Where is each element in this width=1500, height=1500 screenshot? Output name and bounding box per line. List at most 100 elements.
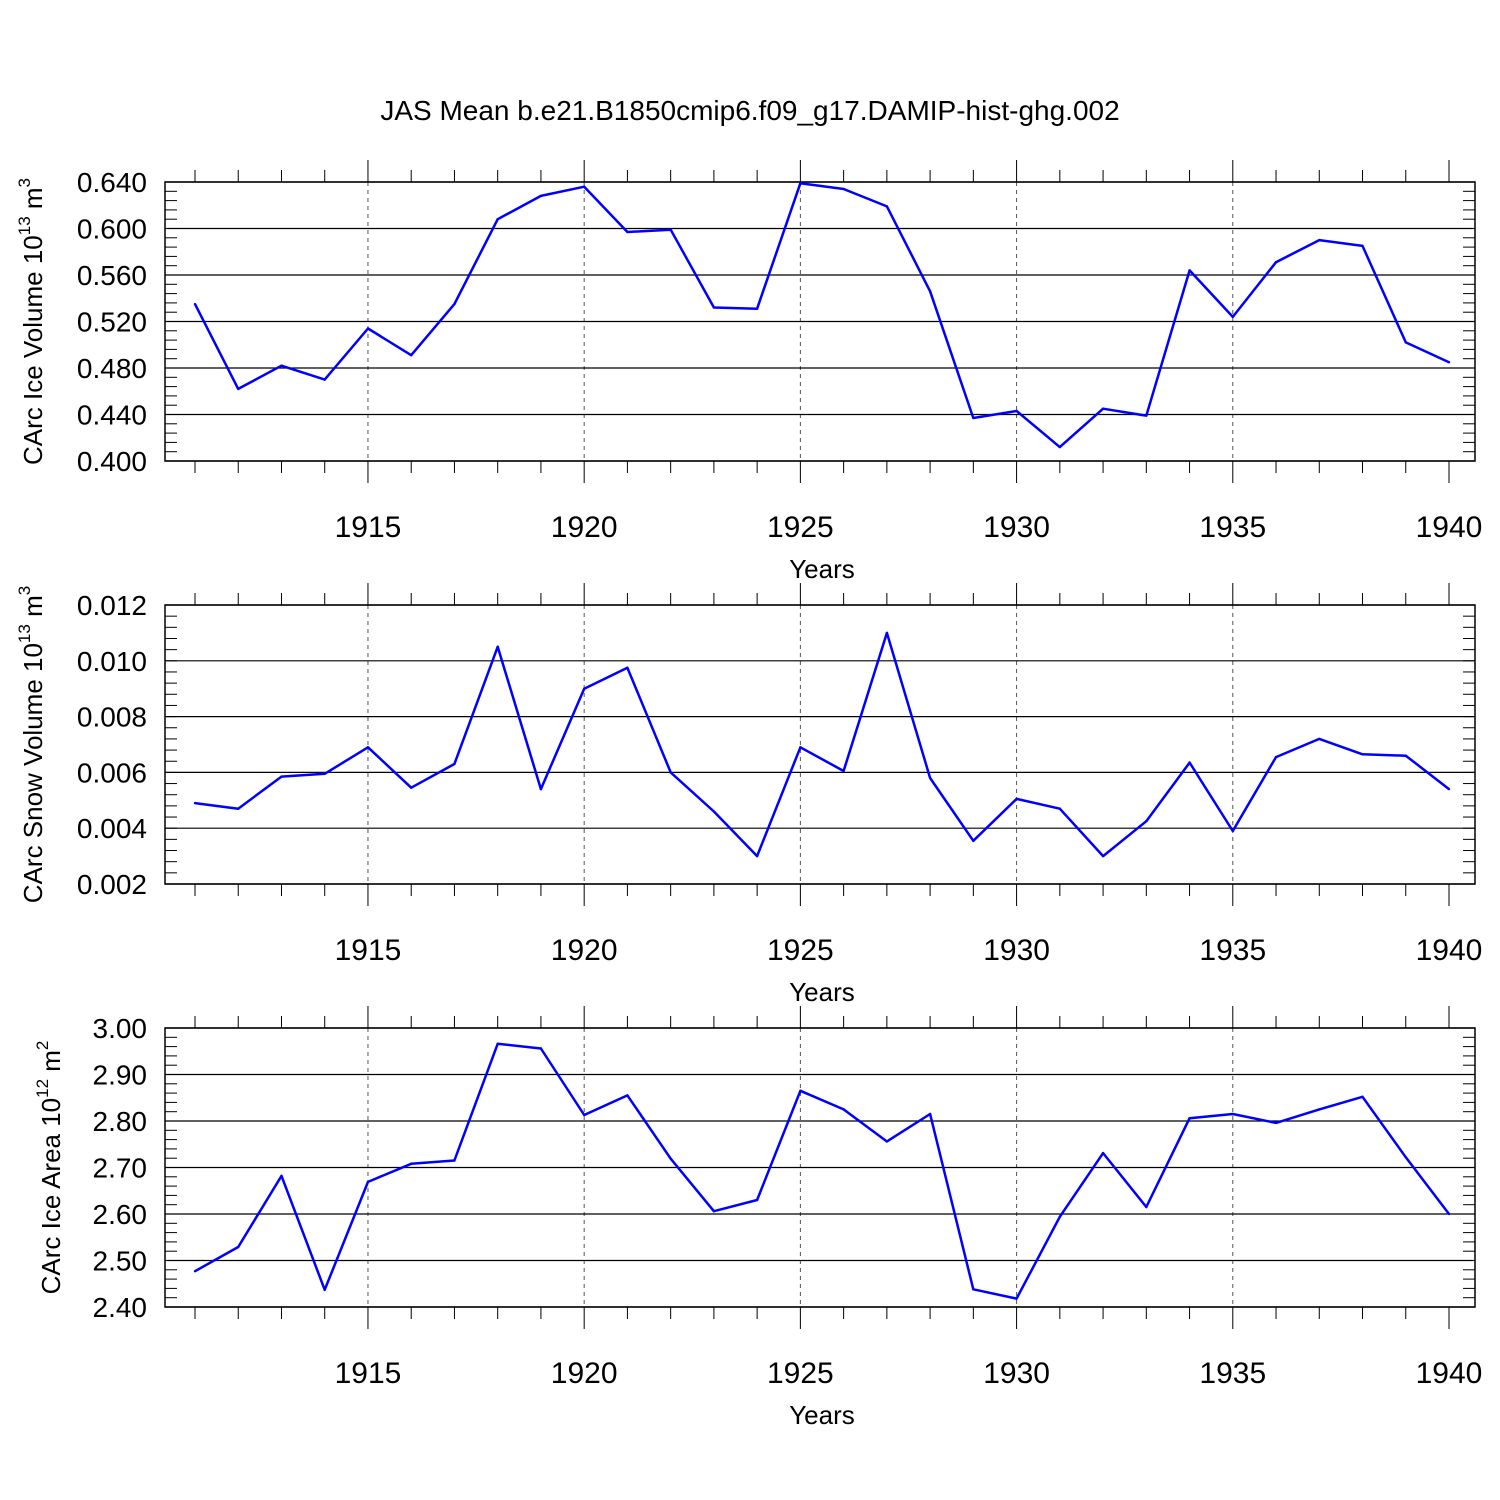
chart-2-point-1932	[1101, 1151, 1105, 1155]
chart-0-point-1932	[1101, 407, 1105, 410]
chart-2-ytick-label: 2.40	[93, 1292, 148, 1323]
chart-1-ytick-label: 0.002	[77, 869, 147, 900]
chart-1-point-1922	[669, 771, 672, 774]
chart-1-point-1940	[1447, 787, 1451, 791]
chart-2-point-1914	[323, 1288, 326, 1291]
chart-2-point-1939	[1404, 1156, 1407, 1159]
chart-2-point-1928	[928, 1112, 932, 1116]
chart-1-ytick-label: 0.010	[77, 646, 147, 677]
chart-0-xlabel: Years	[789, 554, 855, 584]
chart-1-ytick-label: 0.006	[77, 757, 147, 788]
chart-0-series-line	[193, 181, 1450, 449]
chart-2-point-1918	[496, 1042, 499, 1046]
chart-2-point-1913	[280, 1174, 283, 1178]
chart-2-point-1924	[755, 1198, 759, 1202]
chart-1-ytick-label: 0.012	[77, 590, 147, 621]
chart-1-point-1936	[1274, 755, 1278, 759]
chart-0-ytick-label: 0.560	[77, 260, 147, 291]
chart-0-point-1933	[1145, 414, 1148, 417]
chart-2-xtick-label: 1935	[1199, 1357, 1266, 1390]
snow-volume-panel: 0.002 0.004 0.006 0.008 0.010 0.012 1915 1920 19…	[15, 583, 1482, 1007]
chart-0-point-1938	[1361, 244, 1364, 248]
chart-0-point-1919	[539, 194, 543, 198]
chart-1-point-1913	[280, 775, 283, 778]
chart-2-point-1934	[1188, 1117, 1191, 1120]
chart-1-xtick-label: 1925	[767, 934, 834, 967]
chart-1-point-1938	[1361, 753, 1364, 756]
chart-1-point-1914	[323, 772, 326, 775]
chart-2-point-1935	[1231, 1112, 1234, 1116]
chart-1-point-1935	[1231, 829, 1234, 833]
chart-0-point-1916	[410, 354, 413, 357]
chart-0-point-1928	[928, 290, 932, 293]
chart-0-xtick-label: 1920	[551, 511, 618, 544]
chart-2-ytick-label: 2.60	[93, 1199, 148, 1230]
chart-1-point-1929	[972, 839, 975, 842]
chart-0-ytick-label: 0.520	[77, 307, 147, 338]
chart-0-point-1912	[237, 387, 240, 391]
chart-0-point-1917	[453, 302, 456, 306]
chart-1-point-1927	[885, 631, 889, 635]
chart-0-xtick-label: 1930	[983, 511, 1050, 544]
chart-1-ylabel: CArc Snow Volume 1013 m3	[15, 586, 48, 903]
chart-2-point-1912	[237, 1245, 240, 1249]
chart-1-point-1931	[1058, 807, 1062, 810]
chart-1-series-line	[194, 631, 1450, 858]
chart-1-xtick-label: 1915	[335, 934, 402, 967]
chart-2-xtick-label: 1930	[983, 1357, 1050, 1390]
chart-2-series-line	[194, 1042, 1450, 1300]
chart-1-point-1915	[366, 746, 370, 749]
chart-1-point-1921	[626, 666, 629, 669]
chart-1-point-1939	[1404, 754, 1407, 757]
chart-1-point-1911	[193, 801, 197, 805]
chart-2-point-1917	[453, 1159, 456, 1162]
chart-0-xtick-label: 1935	[1199, 511, 1266, 544]
chart-0-xtick-label: 1940	[1416, 511, 1483, 544]
chart-2-frame	[164, 1027, 1476, 1308]
chart-0-point-1927	[885, 205, 889, 208]
chart-1-point-1932	[1101, 854, 1105, 858]
chart-1-point-1917	[453, 762, 456, 766]
chart-0-point-1937	[1318, 238, 1321, 242]
chart-1-ytick-label: 0.004	[77, 813, 147, 844]
chart-0-xtick-label: 1915	[335, 511, 402, 544]
chart-0-point-1921	[626, 230, 629, 234]
chart-2-xtick-label: 1925	[767, 1357, 834, 1390]
chart-2-ytick-label: 2.70	[93, 1153, 148, 1184]
chart-0-point-1940	[1447, 360, 1451, 364]
chart-0-ytick-label: 0.480	[77, 353, 147, 384]
chart-2-point-1938	[1361, 1095, 1364, 1099]
chart-0-point-1930	[1015, 409, 1018, 413]
chart-1-xtick-label: 1930	[983, 934, 1050, 967]
chart-1-point-1926	[842, 769, 845, 773]
chart-1-point-1930	[1015, 797, 1018, 801]
chart-2-point-1920	[582, 1113, 586, 1117]
chart-1-point-1928	[928, 776, 932, 780]
chart-2-point-1921	[626, 1094, 629, 1097]
chart-2-ytick-label: 2.80	[93, 1106, 148, 1137]
chart-1-xlabel: Years	[789, 977, 855, 1007]
chart-0-ylabel: CArc Ice Volume 1013 m3	[15, 178, 48, 465]
chart-0-point-1913	[280, 364, 283, 367]
chart-1-ytick-label: 0.008	[77, 702, 147, 733]
chart-0-xtick-label: 1925	[767, 511, 834, 544]
chart-0-point-1914	[323, 378, 326, 381]
chart-2-xtick-label: 1920	[551, 1357, 618, 1390]
chart-2-ylabel: CArc Ice Area 1012 m2	[33, 1041, 66, 1295]
ice-volume-panel: 0.400 0.440 0.480 0.520 0.560 0.600 0.640 1915 1…	[15, 160, 1482, 584]
chart-0-point-1911	[193, 302, 197, 306]
chart-2-point-1931	[1058, 1215, 1062, 1218]
figure-title: JAS Mean b.e21.B1850cmip6.f09_g17.DAMIP-…	[380, 95, 1119, 126]
chart-1-xtick-label: 1940	[1416, 934, 1483, 967]
chart-2-ytick-label: 2.50	[93, 1246, 148, 1277]
chart-1-xtick-label: 1935	[1199, 934, 1266, 967]
chart-0-point-1939	[1404, 341, 1407, 344]
chart-1-point-1918	[496, 645, 499, 649]
chart-2-point-1926	[842, 1108, 845, 1111]
chart-2-xlabel: Years	[789, 1400, 855, 1430]
chart-2-point-1930	[1015, 1297, 1018, 1300]
chart-1-point-1925	[799, 746, 802, 749]
chart-0-ytick-label: 0.440	[77, 400, 147, 431]
chart-0-point-1915	[366, 327, 370, 330]
